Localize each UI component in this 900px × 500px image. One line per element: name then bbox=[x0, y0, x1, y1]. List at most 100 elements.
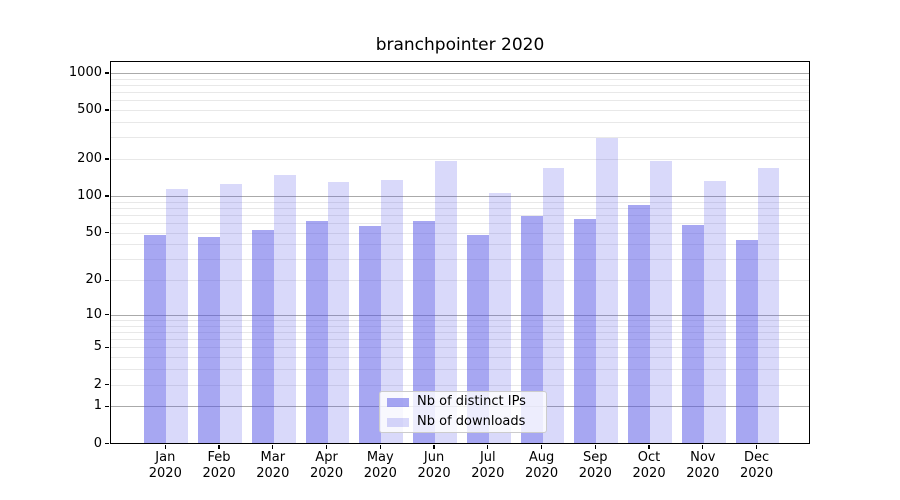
gridline bbox=[111, 78, 809, 80]
bar-distinct-ips-jun bbox=[413, 221, 436, 443]
y-tick-label: 1000 bbox=[68, 64, 102, 80]
x-tick-label: Oct 2020 bbox=[632, 450, 666, 481]
gridline bbox=[111, 223, 809, 224]
bar-downloads-sep bbox=[596, 138, 619, 443]
bar-distinct-ips-jul bbox=[466, 234, 489, 443]
gridline bbox=[111, 122, 809, 123]
x-tick-label: Jun 2020 bbox=[417, 450, 451, 481]
bar-downloads-dec bbox=[757, 167, 780, 443]
bar-distinct-ips-may bbox=[359, 225, 382, 443]
x-tick-label: Dec 2020 bbox=[740, 450, 774, 481]
gridline bbox=[111, 159, 809, 161]
gridline bbox=[111, 259, 809, 261]
x-tick-mark bbox=[433, 444, 435, 449]
bar-downloads-feb bbox=[220, 183, 242, 443]
y-tick-label: 1 bbox=[93, 398, 102, 414]
y-tick-mark bbox=[104, 442, 109, 445]
bar-downloads-aug bbox=[542, 167, 565, 443]
gridline bbox=[111, 137, 809, 139]
x-tick-mark bbox=[325, 444, 328, 449]
x-tick-mark bbox=[540, 444, 543, 449]
x-tick-mark bbox=[594, 444, 596, 449]
gridline bbox=[111, 347, 809, 349]
bar-distinct-ips-aug bbox=[520, 216, 543, 443]
gridline bbox=[111, 214, 809, 216]
gridline bbox=[111, 72, 809, 74]
gridline bbox=[111, 201, 809, 203]
x-tick-label: May 2020 bbox=[363, 450, 397, 481]
legend-item-downloads: Nb of downloads bbox=[387, 414, 546, 430]
y-tick-label: 50 bbox=[85, 224, 102, 240]
legend-label-downloads: Nb of downloads bbox=[417, 414, 526, 429]
gridline bbox=[111, 331, 809, 333]
x-tick-label: Jan 2020 bbox=[148, 450, 182, 481]
x-tick-mark bbox=[379, 444, 381, 449]
bar-downloads-jan bbox=[166, 188, 189, 443]
y-tick-mark bbox=[104, 314, 109, 316]
y-tick-mark bbox=[104, 346, 109, 348]
gridline bbox=[111, 280, 809, 282]
x-tick-mark bbox=[648, 444, 650, 449]
x-tick-label: Aug 2020 bbox=[525, 450, 559, 481]
gridline bbox=[111, 110, 809, 112]
legend-item-distinct-ips: Nb of distinct IPs bbox=[387, 394, 546, 410]
bar-downloads-jul bbox=[488, 192, 511, 443]
x-tick-mark bbox=[218, 444, 220, 449]
y-tick-label: 20 bbox=[85, 272, 102, 288]
y-tick-mark bbox=[104, 405, 109, 407]
bar-distinct-ips-mar bbox=[251, 229, 274, 443]
y-tick-label: 0 bbox=[93, 435, 102, 451]
gridline bbox=[111, 100, 809, 102]
legend-label-distinct-ips: Nb of distinct IPs bbox=[417, 394, 526, 409]
legend-swatch-distinct-ips bbox=[387, 397, 409, 407]
x-tick-label: Feb 2020 bbox=[202, 450, 236, 481]
gridline bbox=[111, 369, 809, 371]
bar-distinct-ips-feb bbox=[198, 237, 221, 443]
bar-distinct-ips-sep bbox=[574, 218, 597, 443]
y-tick-mark bbox=[104, 279, 109, 281]
gridline bbox=[111, 357, 809, 359]
x-tick-label: Apr 2020 bbox=[310, 450, 344, 481]
y-tick-label: 500 bbox=[77, 102, 102, 118]
x-tick-label: Mar 2020 bbox=[256, 450, 290, 481]
bar-downloads-may bbox=[381, 179, 404, 443]
y-tick-label: 2 bbox=[93, 376, 102, 392]
gridline bbox=[111, 325, 809, 327]
x-tick-label: Nov 2020 bbox=[686, 450, 720, 481]
x-tick-label: Jul 2020 bbox=[471, 450, 505, 481]
bar-downloads-jun bbox=[435, 160, 457, 443]
y-tick-label: 100 bbox=[77, 187, 102, 203]
bar-downloads-nov bbox=[703, 181, 726, 443]
gridline bbox=[111, 384, 809, 386]
bar-downloads-apr bbox=[327, 182, 350, 443]
gridline bbox=[111, 320, 809, 321]
gridline bbox=[111, 232, 809, 234]
y-tick-label: 200 bbox=[77, 151, 102, 167]
y-tick-mark bbox=[104, 109, 109, 111]
bar-distinct-ips-apr bbox=[305, 221, 328, 443]
y-tick-mark bbox=[104, 232, 109, 234]
x-tick-mark bbox=[702, 444, 704, 449]
gridline bbox=[111, 195, 809, 197]
bar-distinct-ips-oct bbox=[628, 204, 651, 443]
gridline bbox=[111, 207, 809, 209]
bar-distinct-ips-jan bbox=[144, 234, 167, 443]
bar-distinct-ips-dec bbox=[735, 239, 758, 443]
chart-title: branchpointer 2020 bbox=[375, 35, 545, 55]
y-tick-label: 10 bbox=[85, 306, 102, 322]
x-tick-mark bbox=[487, 444, 489, 449]
gridline bbox=[111, 314, 809, 316]
y-tick-mark bbox=[104, 195, 109, 197]
x-tick-mark bbox=[164, 444, 166, 449]
legend: Nb of distinct IPs Nb of downloads bbox=[379, 391, 547, 433]
plot-area: Nb of distinct IPs Nb of downloads bbox=[110, 61, 810, 444]
y-tick-mark bbox=[104, 158, 109, 160]
bar-downloads-mar bbox=[273, 174, 296, 443]
gridline bbox=[111, 244, 809, 246]
legend-swatch-downloads bbox=[387, 417, 409, 427]
x-tick-mark bbox=[272, 444, 274, 449]
gridline bbox=[111, 92, 809, 94]
gridline bbox=[111, 84, 809, 86]
y-tick-mark bbox=[104, 383, 109, 386]
